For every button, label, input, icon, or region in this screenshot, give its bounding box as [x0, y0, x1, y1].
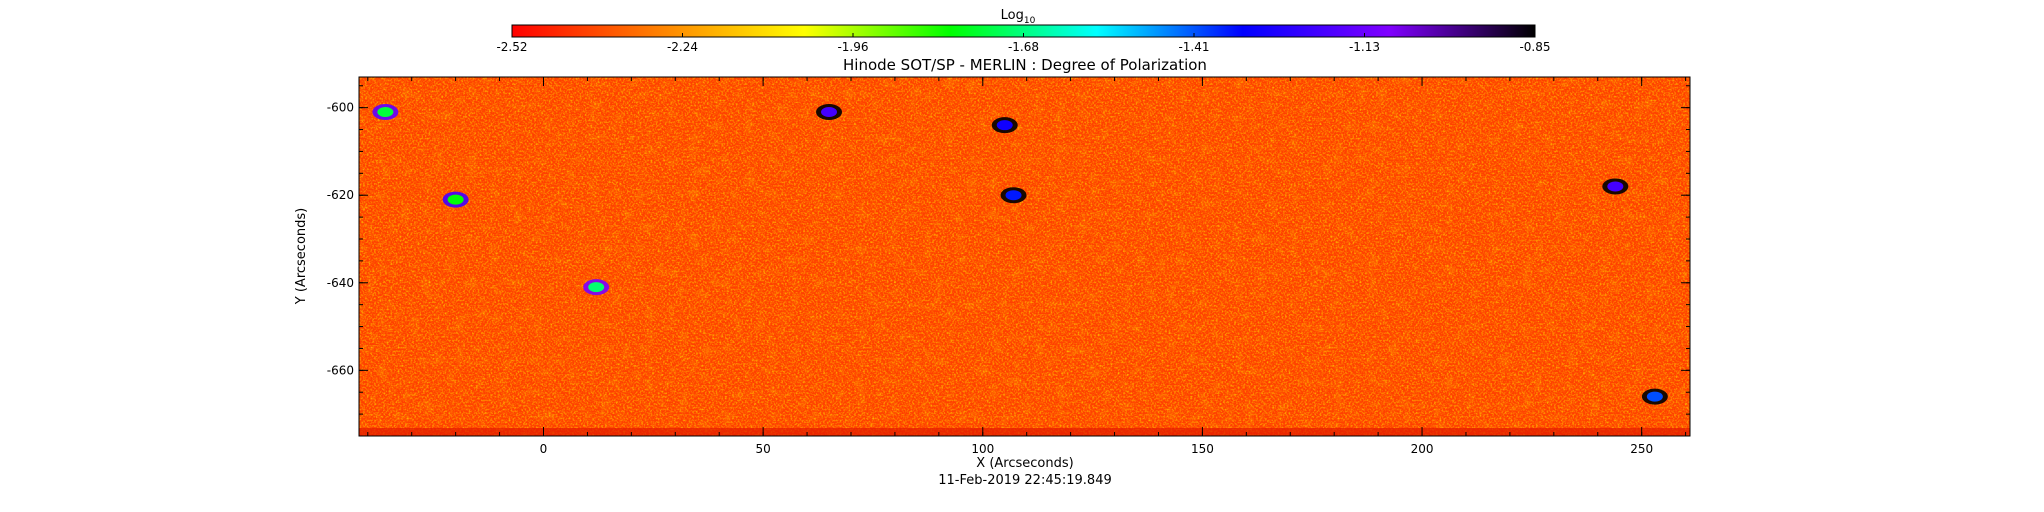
y-tick-label: -660 — [327, 363, 354, 377]
x-tick-label: 200 — [1411, 442, 1434, 456]
heatmap-texture-yellow — [359, 77, 1690, 436]
chart-title: Hinode SOT/SP - MERLIN : Degree of Polar… — [843, 56, 1207, 74]
feature-core — [447, 194, 464, 205]
colorbar-tick-label: -2.52 — [496, 40, 527, 54]
colorbar-tick-label: -1.68 — [1008, 40, 1039, 54]
colorbar: Log10 -2.52 -2.24 -1.96 -1.68 -1.41 -1.13 -0.8… — [496, 8, 1550, 54]
colorbar-tick-label: -1.96 — [837, 40, 868, 54]
x-tick-label: 100 — [971, 442, 994, 456]
colorbar-ticks: -2.52 -2.24 -1.96 -1.68 -1.41 -1.13 -0.85 — [496, 33, 1551, 54]
heatmap-bottom-band — [359, 428, 1690, 436]
colorbar-tick-label: -1.13 — [1349, 40, 1380, 54]
feature-core — [821, 107, 838, 118]
colorbar-label: Log10 — [1001, 8, 1036, 26]
feature-core — [1005, 190, 1022, 201]
x-tick-label: 250 — [1630, 442, 1653, 456]
feature-core — [588, 282, 605, 293]
colorbar-label-subscript: 10 — [1024, 16, 1036, 26]
y-axis-label: Y (Arcseconds) — [294, 208, 309, 305]
x-axis: 0 50 100 150 200 250 — [367, 77, 1687, 456]
x-tick-label: 150 — [1191, 442, 1214, 456]
feature-core — [996, 120, 1013, 131]
x-tick-label: 0 — [540, 442, 548, 456]
plot-frame — [358, 76, 1691, 437]
y-axis: -600 -620 -640 -660 — [327, 85, 1690, 437]
y-tick-label: -600 — [327, 101, 354, 115]
colorbar-tick-label: -1.41 — [1178, 40, 1209, 54]
timestamp: 11-Feb-2019 22:45:19.849 — [938, 473, 1112, 488]
y-tick-label: -640 — [327, 276, 354, 290]
feature-core — [377, 107, 394, 118]
colorbar-tick-label: -2.24 — [667, 40, 698, 54]
plot-area — [359, 77, 1690, 436]
feature-core — [1607, 181, 1624, 192]
x-axis-label: X (Arcseconds) — [976, 456, 1073, 471]
heatmap-features — [372, 104, 1668, 405]
colorbar-tick-label: -0.85 — [1519, 40, 1550, 54]
y-tick-label: -620 — [327, 188, 354, 202]
x-tick-label: 50 — [755, 442, 770, 456]
feature-core — [1646, 391, 1663, 402]
